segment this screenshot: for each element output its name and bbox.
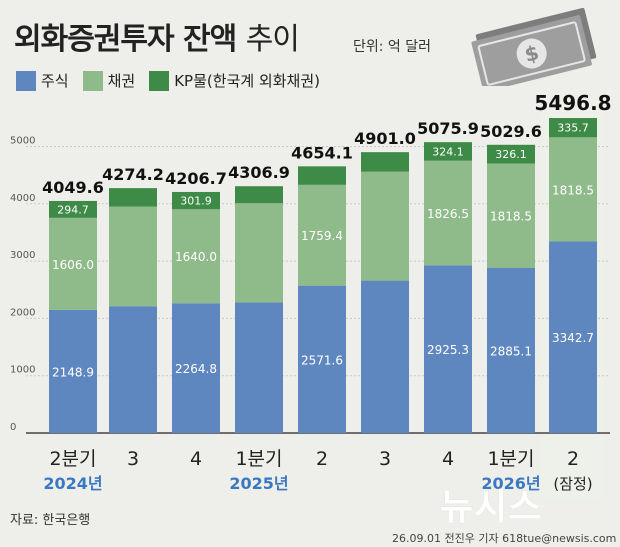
x-tick-label: 4 [190,448,202,470]
total-label: 5075.9 [417,119,479,138]
data-label: 2264.8 [175,362,217,376]
total-label: 4274.2 [102,165,164,184]
bar-segment [361,280,409,433]
data-label: 1826.5 [427,207,469,221]
bar-segment [487,163,535,268]
bar-segment [549,241,597,433]
x-tick-label: 3 [379,448,391,470]
data-label: 2885.1 [490,344,532,358]
total-label: 4049.6 [42,178,104,197]
bar-segment [235,186,283,204]
y-tick-label: 4000 [10,193,35,204]
y-tick-label: 0 [10,422,16,433]
legend-label-kp: KP물(한국계 외화채권) [174,72,320,90]
data-label: 2571.6 [301,353,343,367]
x-tick-label: 1분기 [487,448,534,470]
total-label: 4306.9 [228,163,290,182]
svg-text:$: $ [522,40,541,67]
total-label: 4654.1 [291,143,353,162]
bar-segment [424,265,472,433]
year-label: 2024년 [43,474,102,493]
bar-segment [361,152,409,172]
year-label: (잠정) [553,475,592,493]
bar-segment [109,188,157,207]
year-label: 2025년 [229,474,288,493]
total-label: 4206.7 [165,169,227,188]
total-label: 4901.0 [354,129,416,148]
bar-segment [298,285,346,433]
legend: 주식 채권 KP물(한국계 외화채권) [16,70,320,91]
legend-item-stocks: 주식 [16,70,69,91]
bar-segment [49,309,97,433]
x-tick-label: 1분기 [235,448,282,470]
legend-label-bonds: 채권 [107,72,136,90]
data-label: 335.7 [557,122,589,135]
unit-label: 단위: 억 달러 [353,39,432,55]
legend-swatch-bonds [82,70,103,91]
y-tick-label: 1000 [10,365,35,376]
bar-segment [235,302,283,433]
title-sub: 추이 [245,22,300,57]
data-label: 326.1 [495,148,527,161]
year-label: 2026년 [481,474,540,493]
bar-segment [549,137,597,242]
data-label: 3342.7 [552,331,594,345]
bar-segment [298,184,346,286]
y-tick-label: 5000 [10,136,35,147]
data-label: 301.9 [180,195,212,208]
bar-segment [298,166,346,185]
bar-segment [109,306,157,433]
y-tick-label: 3000 [10,250,35,261]
bar-segment [424,160,472,266]
title-main: 외화증권투자 잔액 [14,22,237,57]
bar-segment [172,209,220,304]
data-label: 1818.5 [552,183,594,197]
chart-title: 외화증권투자 잔액 추이 [14,14,300,58]
newsis-logo: 뉴시스 [440,487,543,528]
data-label: 1759.4 [301,229,343,243]
source-note: 자료: 한국은행 [10,513,91,528]
bar-segment [49,200,97,218]
bar-segment [172,303,220,433]
legend-swatch-stocks [16,70,36,91]
total-label: 5496.8 [534,91,611,115]
data-label: 1606.0 [52,258,94,272]
bar-segment [235,203,283,303]
bar-segment [424,142,472,161]
y-tick-label: 2000 [10,307,35,318]
x-tick-label: 2 [567,448,579,470]
total-label: 5029.6 [480,122,542,141]
data-label: 294.7 [57,203,89,216]
data-label: 2925.3 [427,343,469,357]
data-label: 1640.0 [175,250,217,264]
bar-segment [487,267,535,433]
data-label: 324.1 [432,145,464,158]
credit-line: 26.09.01 전진우 기자 618tue@newsis.com [392,532,617,545]
dollar-bill-icon: $ [471,7,597,86]
legend-swatch-kp [149,70,170,91]
bar-segment [172,191,220,210]
data-label: 2148.9 [52,365,94,379]
data-label: 1818.5 [490,210,532,224]
bar-segment [49,217,97,310]
x-tick-label: 4 [442,448,454,470]
bar-segment [361,171,409,281]
x-tick-label: 2분기 [49,448,96,470]
legend-item-bonds: 채권 [82,70,136,91]
x-tick-label: 3 [127,448,139,470]
x-tick-label: 2 [316,448,328,470]
legend-label-stocks: 주식 [41,72,69,90]
bar-segment [549,118,597,138]
legend-item-kp: KP물(한국계 외화채권) [149,70,320,91]
bar-segment [487,144,535,164]
bar-segment [109,206,157,307]
